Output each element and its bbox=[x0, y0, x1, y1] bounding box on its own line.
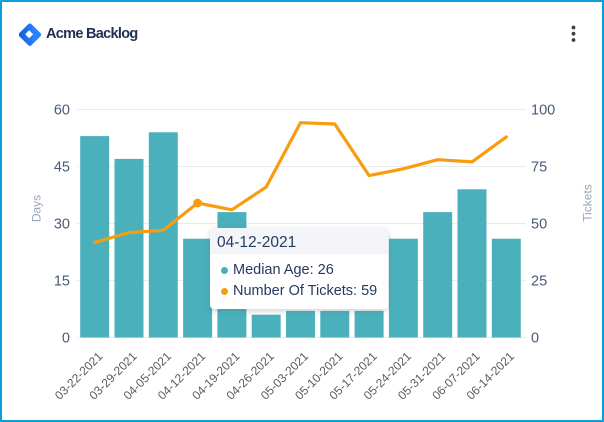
svg-text:60: 60 bbox=[54, 103, 70, 119]
svg-text:45: 45 bbox=[54, 160, 70, 176]
svg-text:30: 30 bbox=[54, 217, 70, 233]
svg-text:Days: Days bbox=[30, 195, 44, 222]
svg-text:Tickets: Tickets bbox=[581, 184, 595, 222]
svg-text:25: 25 bbox=[531, 274, 547, 290]
svg-text:75: 75 bbox=[531, 160, 547, 176]
svg-text:100: 100 bbox=[531, 103, 555, 119]
svg-text:0: 0 bbox=[62, 331, 70, 347]
svg-text:50: 50 bbox=[531, 217, 547, 233]
svg-text:0: 0 bbox=[531, 331, 539, 347]
svg-text:15: 15 bbox=[54, 274, 70, 290]
